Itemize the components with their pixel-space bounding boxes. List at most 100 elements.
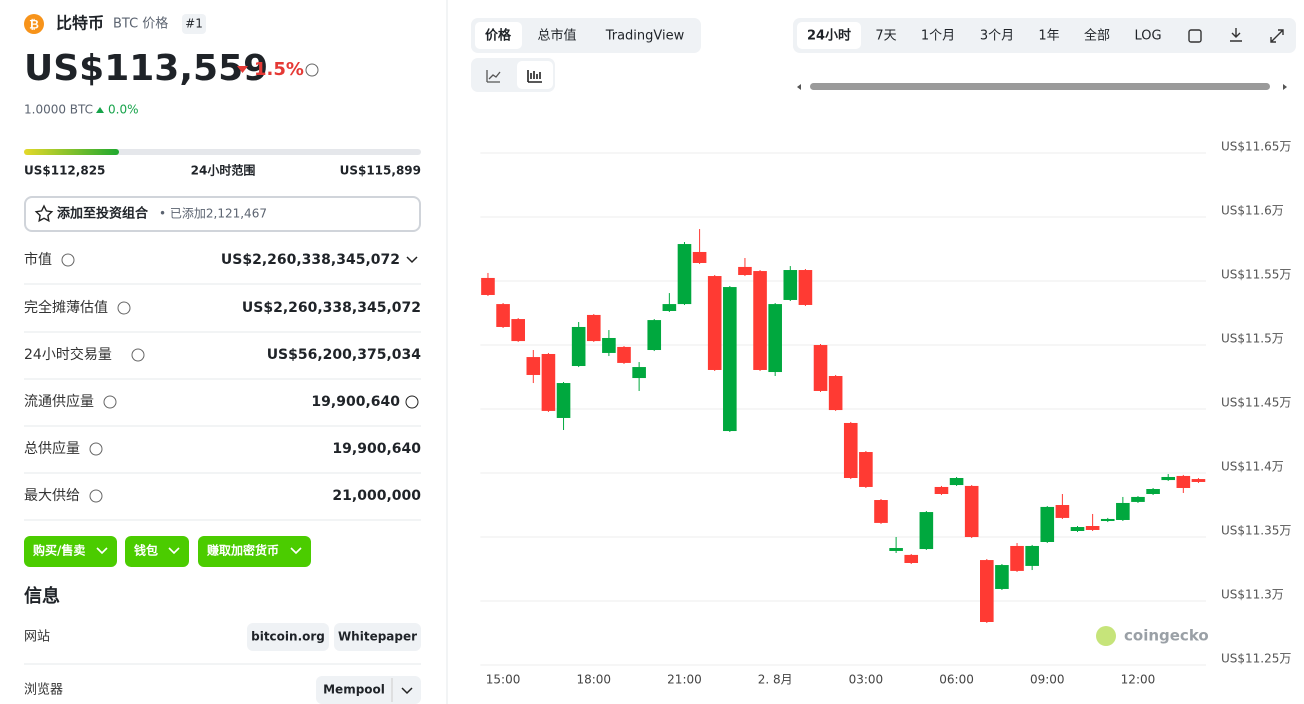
stat-value: US$56,200,375,034 <box>267 347 422 363</box>
candle-body <box>1100 518 1115 522</box>
candle-body <box>723 287 737 432</box>
coin-rank: #1 <box>185 17 203 31</box>
range-group <box>793 18 1296 53</box>
y-tick-label: US$11.35万 <box>1221 524 1291 538</box>
candle-body <box>934 486 949 495</box>
stat-label: 最大供给 <box>24 488 80 504</box>
x-tick-label: 2. 8月 <box>758 673 793 687</box>
link-label: Whitepaper <box>338 630 417 644</box>
link-pill[interactable] <box>247 623 329 651</box>
x-tick-label: 03:00 <box>849 673 884 687</box>
x-tick-label: 06:00 <box>939 673 974 687</box>
link-pill[interactable] <box>316 676 421 704</box>
candle-body <box>541 353 556 411</box>
range-high: US$115,899 <box>340 164 421 178</box>
x-tick-label: 15:00 <box>486 673 521 687</box>
price: US$113,559 <box>24 48 268 89</box>
candle-body <box>481 277 495 295</box>
down-arrow <box>237 66 248 73</box>
candle-body <box>904 554 919 563</box>
portfolio-button[interactable] <box>24 196 421 232</box>
range-button[interactable]: LOG <box>1134 29 1161 44</box>
info-icon <box>131 348 145 362</box>
candle-body <box>647 320 662 351</box>
chevron[interactable] <box>401 687 413 695</box>
candle-body <box>632 367 646 379</box>
info-icon <box>89 442 103 456</box>
chevron <box>290 547 302 555</box>
coin-symbol: BTC 价格 <box>113 16 168 32</box>
scroll-right[interactable] <box>1283 84 1287 90</box>
range-button[interactable]: 24小时 <box>807 28 851 44</box>
candle-body <box>556 383 571 418</box>
line-chart-toggle[interactable] <box>486 70 501 83</box>
range-button[interactable]: 全部 <box>1084 28 1110 44</box>
y-tick-label: US$11.25万 <box>1221 652 1291 666</box>
candle-body <box>828 375 843 411</box>
up-arrow <box>96 107 104 113</box>
scroll-thumb[interactable] <box>810 83 1270 90</box>
candle-body <box>783 270 798 300</box>
info-icon <box>305 63 319 77</box>
x-tick-label: 18:00 <box>576 673 611 687</box>
y-tick-label: US$11.4万 <box>1221 460 1284 474</box>
action-button[interactable] <box>24 536 117 567</box>
scroll-left[interactable] <box>797 84 801 90</box>
candle-chart-toggle[interactable] <box>527 70 542 83</box>
chart-tab[interactable]: TradingView <box>605 29 685 44</box>
action-button[interactable] <box>125 536 189 567</box>
watermark: coingecko <box>1124 627 1209 645</box>
range-label: 24小时范围 <box>191 163 256 178</box>
candle-body <box>586 314 601 342</box>
stat-value: 19,900,640 <box>311 394 400 410</box>
range-track <box>24 149 421 155</box>
candle-body <box>571 326 586 367</box>
chart-tab[interactable]: 价格 <box>485 28 512 44</box>
chevron[interactable] <box>406 256 418 264</box>
candle-body <box>889 548 903 551</box>
download-icon[interactable] <box>1230 28 1242 42</box>
candle-body <box>602 337 616 353</box>
chart-tab[interactable]: 总市值 <box>537 28 576 44</box>
calendar-icon[interactable] <box>1188 29 1202 43</box>
info-label: 网站 <box>24 630 50 645</box>
x-tick-label: 21:00 <box>667 673 702 687</box>
candle-toggle-bg <box>517 61 553 89</box>
candle-body <box>995 565 1009 589</box>
candle-body <box>1131 496 1145 502</box>
candle-body <box>496 304 510 327</box>
info-icon <box>405 395 419 409</box>
range-button[interactable]: 7天 <box>875 29 896 44</box>
candle-body <box>1146 489 1160 495</box>
stat-value: 19,900,640 <box>332 441 421 457</box>
stat-value: US$2,260,338,345,072 <box>221 252 400 268</box>
candle-body <box>919 512 934 550</box>
candle-body <box>753 271 767 370</box>
stat-value: US$2,260,338,345,072 <box>242 300 421 316</box>
candle-body <box>526 357 541 375</box>
y-tick-label: US$11.65万 <box>1221 140 1291 154</box>
candle-body <box>1161 476 1176 481</box>
info-icon <box>103 395 117 409</box>
candle-body <box>859 452 873 487</box>
info-label: 浏览器 <box>24 682 63 698</box>
candle-body <box>1025 545 1039 566</box>
link-pill[interactable] <box>334 623 421 651</box>
candle-body <box>617 346 631 363</box>
range-low: US$112,825 <box>24 164 105 178</box>
candle-body <box>511 319 525 342</box>
link-label: bitcoin.org <box>251 630 325 644</box>
candle-body <box>798 270 813 305</box>
candle-body <box>980 560 994 622</box>
candle-body <box>1191 479 1206 482</box>
candle-body <box>1070 527 1085 531</box>
range-button[interactable]: 1年 <box>1038 29 1059 44</box>
info-title: 信息 <box>24 585 60 607</box>
fullscreen-icon[interactable] <box>1270 29 1284 43</box>
x-tick-label: 09:00 <box>1030 673 1065 687</box>
range-button[interactable]: 3个月 <box>980 29 1014 44</box>
candle-body <box>738 266 752 276</box>
range-button[interactable]: 1个月 <box>921 29 955 44</box>
action-button[interactable] <box>198 536 311 567</box>
